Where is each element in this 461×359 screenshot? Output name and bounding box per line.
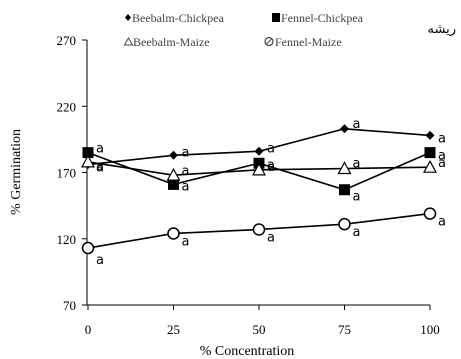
legend-label-fennel-chickpea: Fennel-Chickpea (281, 11, 364, 25)
data-label: a (353, 190, 361, 205)
data-point-triangle (251, 162, 267, 176)
y-tick-label: 170 (57, 166, 77, 181)
legend-circle-marker (264, 36, 274, 47)
legend-square-marker (272, 13, 280, 22)
series-fennel-maize: a a a a a (81, 207, 446, 268)
data-point-diamond (425, 130, 435, 140)
data-point-triangle (422, 159, 438, 173)
axes: 70 120 170 220 270 0 25 50 75 100 (57, 33, 440, 337)
y-ticks: 70 120 170 220 270 (57, 33, 87, 313)
data-label: a (438, 215, 446, 230)
data-label: a (96, 159, 104, 174)
x-ticks: 0 25 50 75 100 (85, 305, 440, 337)
y-tick-label: 70 (63, 298, 76, 313)
x-tick-label: 25 (167, 322, 180, 337)
data-label: a (267, 230, 275, 245)
data-label: a (267, 141, 275, 156)
data-point-diamond (254, 146, 264, 156)
legend-label-fennel-maize: Fennel-Maize (275, 35, 342, 49)
legend-label-beebalm-chickpea: Beebalm-Chickpea (132, 11, 225, 25)
y-axis-label: % Germination (9, 129, 24, 215)
data-point-circle (338, 217, 351, 231)
legend: Beebalm-Chickpea Fennel-Chickpea Beebalm… (123, 11, 364, 49)
data-point-square (82, 147, 94, 159)
data-label: a (438, 149, 446, 164)
legend-item-fennel-maize: Fennel-Maize (264, 35, 342, 49)
data-label: a (96, 253, 104, 268)
data-label: a (267, 160, 275, 175)
legend-diamond-marker (125, 14, 131, 21)
data-label: a (353, 225, 361, 240)
x-axis-label: % Concentration (200, 344, 294, 359)
data-label: a (438, 156, 446, 171)
legend-item-fennel-chickpea: Fennel-Chickpea (272, 11, 364, 25)
data-point-circle (423, 207, 437, 220)
legend-item-beebalm-chickpea: Beebalm-Chickpea (125, 11, 225, 25)
data-point-circle (167, 227, 180, 240)
legend-item-beebalm-maize: Beebalm-Maize (123, 35, 210, 49)
data-label: a (353, 157, 361, 172)
y-tick-label: 270 (57, 33, 77, 48)
data-label: a (182, 234, 190, 249)
x-tick-label: 0 (85, 322, 92, 337)
x-tick-label: 100 (420, 322, 440, 337)
data-point-diamond (340, 124, 349, 134)
data-point-diamond (169, 150, 178, 160)
data-point-circle (252, 223, 266, 236)
data-label: a (96, 142, 104, 157)
legend-circle-slash (266, 38, 272, 45)
data-point-triangle (337, 161, 352, 175)
data-point-circle (81, 241, 95, 255)
y-tick-label: 120 (57, 232, 77, 247)
x-tick-label: 75 (338, 322, 351, 337)
data-point-triangle (166, 167, 181, 181)
data-label: a (182, 145, 190, 160)
series-beebalm-chickpea: aa aaa (83, 117, 446, 176)
chart-title: ریشه (428, 22, 456, 37)
data-point-triangle (80, 154, 96, 168)
data-label: a (96, 161, 104, 176)
legend-triangle-marker (123, 36, 134, 46)
data-label: a (182, 179, 190, 194)
legend-label-beebalm-maize: Beebalm-Maize (133, 35, 210, 49)
y-tick-label: 220 (57, 99, 77, 114)
data-point-square (168, 178, 179, 190)
x-tick-label: 50 (253, 322, 266, 337)
data-label: a (353, 117, 361, 132)
data-label: a (438, 131, 446, 146)
data-label: a (182, 164, 190, 179)
data-label: a (267, 158, 275, 173)
data-point-square (339, 184, 350, 196)
data-point-square (424, 147, 436, 159)
